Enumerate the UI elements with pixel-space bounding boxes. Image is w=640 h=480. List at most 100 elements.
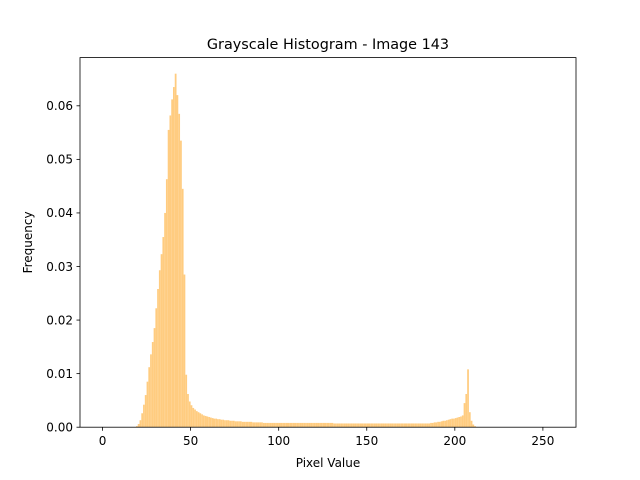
histogram-bar [264, 422, 267, 428]
histogram-bar [185, 374, 188, 428]
histogram-bar [393, 423, 395, 428]
histogram-bar [257, 422, 260, 428]
y-tick-label: 0.02 [46, 313, 73, 327]
histogram-bar [282, 422, 284, 428]
histogram-bar [416, 423, 418, 428]
histogram-bar [162, 237, 165, 428]
histogram-bar [401, 423, 404, 428]
histogram-bar [373, 423, 376, 428]
histogram-bar [298, 422, 300, 428]
histogram-bar [426, 423, 429, 428]
histogram-bar [215, 418, 218, 428]
histogram-bar [435, 422, 438, 428]
histogram-bar [430, 422, 432, 428]
y-tick-label: 0.00 [46, 421, 73, 435]
histogram-bar [201, 414, 203, 428]
histogram-bars [136, 73, 476, 428]
plot-frame [79, 57, 577, 428]
histogram-bar [375, 423, 378, 428]
histogram-bar [347, 423, 350, 428]
histogram-bar [180, 140, 182, 428]
histogram-bar [246, 421, 249, 428]
histogram-bar [213, 418, 216, 428]
histogram-bar [423, 423, 425, 428]
histogram-bar [261, 422, 263, 428]
histogram-bar [409, 423, 411, 428]
histogram-bar [361, 423, 364, 428]
histogram-bar [364, 423, 367, 428]
histogram-bar [335, 423, 337, 428]
histogram-bar [171, 99, 173, 428]
histogram-bar [391, 423, 394, 428]
histogram-bar [255, 422, 258, 428]
histogram-bar [296, 422, 299, 428]
histogram-bar [303, 422, 306, 428]
y-tick-label: 0.01 [46, 367, 73, 381]
histogram-bar [306, 422, 309, 428]
histogram-bar [181, 188, 184, 428]
histogram-bar [313, 422, 316, 428]
histogram-bar [474, 426, 476, 428]
histogram-bar [252, 422, 255, 428]
histogram-bar [354, 423, 357, 428]
histogram-bar [169, 115, 172, 428]
histogram-bar [444, 420, 447, 428]
histogram-bar [322, 422, 325, 428]
histogram-bar [359, 423, 362, 428]
histogram-bar [280, 422, 283, 428]
histogram-bar [410, 423, 413, 428]
histogram-bar [352, 423, 355, 428]
histogram-bar [183, 274, 186, 428]
histogram-bar [278, 422, 281, 428]
x-tick-label: 50 [183, 434, 198, 448]
histogram-bar [449, 419, 452, 428]
histogram-bar [167, 129, 170, 428]
histogram-bar [384, 423, 387, 428]
histogram-bar [458, 417, 461, 428]
histogram-bar [463, 403, 466, 428]
histogram-bar [437, 421, 439, 428]
y-axis-ticks: 0.00 0.01 0.02 0.03 0.04 0.05 0.06 [46, 99, 80, 435]
histogram-bar [357, 423, 360, 428]
histogram-bar [319, 422, 321, 428]
chart-title: Grayscale Histogram - Image 143 [207, 37, 449, 53]
histogram-bar [141, 413, 144, 428]
histogram-bar [217, 419, 219, 428]
histogram-bar [269, 422, 272, 428]
histogram-bar [310, 422, 313, 428]
histogram-bar [470, 420, 473, 428]
x-tick-label: 200 [443, 434, 466, 448]
histogram-bar [366, 423, 369, 428]
histogram-bar [377, 423, 380, 428]
histogram-bar [291, 422, 293, 428]
histogram-bar [370, 423, 373, 428]
histogram-bar [234, 421, 237, 428]
histogram-bar [225, 420, 228, 428]
x-axis-label: Pixel Value [296, 456, 361, 470]
histogram-bar [262, 422, 265, 428]
histogram-bar [368, 423, 371, 428]
x-tick-label: 150 [355, 434, 378, 448]
histogram-bar [236, 421, 239, 428]
histogram-bar [202, 415, 205, 428]
histogram-bar [268, 422, 270, 428]
histogram-bar [146, 381, 149, 428]
histogram-bar [400, 423, 402, 428]
histogram-bar [350, 423, 353, 428]
histogram-bar [380, 423, 383, 428]
histogram-bar [403, 423, 406, 428]
histogram-bar [239, 421, 242, 428]
histogram-bar [453, 418, 455, 428]
histogram-bar [421, 423, 424, 428]
histogram-bar [276, 422, 279, 428]
histogram-bar [227, 420, 230, 428]
x-tick-label: 100 [267, 434, 290, 448]
histogram-bar [428, 423, 431, 428]
histogram-bar [419, 423, 422, 428]
histogram-bar [328, 422, 330, 428]
histogram-bar [338, 423, 341, 428]
histogram-bar [190, 405, 193, 428]
histogram-bar [273, 422, 276, 428]
